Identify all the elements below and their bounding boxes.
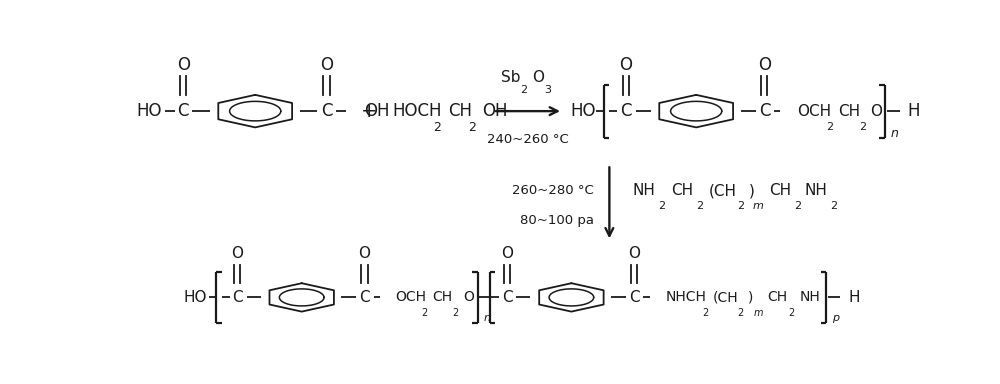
Text: n: n — [891, 127, 899, 140]
Text: C: C — [177, 102, 189, 120]
Text: 2: 2 — [421, 308, 427, 318]
Text: CH: CH — [671, 184, 694, 199]
Text: +: + — [361, 102, 377, 121]
Text: HO: HO — [571, 102, 596, 120]
Text: NH: NH — [799, 290, 820, 305]
Text: (CH: (CH — [709, 184, 737, 199]
Text: O: O — [358, 246, 370, 261]
Text: 2: 2 — [826, 122, 833, 132]
Text: NHCH: NHCH — [665, 290, 706, 305]
Text: NH: NH — [633, 184, 656, 199]
Text: OH: OH — [364, 102, 389, 120]
Text: C: C — [359, 290, 370, 305]
Text: 2: 2 — [737, 308, 743, 318]
Text: O: O — [177, 56, 190, 74]
Text: n: n — [483, 313, 490, 323]
Text: HOCH: HOCH — [392, 102, 442, 120]
Text: OH: OH — [482, 102, 508, 120]
Text: 240~260 °C: 240~260 °C — [487, 133, 569, 146]
Text: 2: 2 — [521, 85, 528, 95]
Text: O: O — [320, 56, 333, 74]
Text: HO: HO — [183, 290, 207, 305]
Text: O: O — [619, 56, 632, 74]
Text: 2: 2 — [794, 201, 801, 211]
Text: OCH: OCH — [797, 104, 831, 119]
Text: C: C — [620, 102, 631, 120]
Text: CH: CH — [838, 104, 860, 119]
Text: 2: 2 — [433, 121, 441, 134]
Text: 2: 2 — [468, 121, 476, 134]
Text: CH: CH — [769, 184, 791, 199]
Text: Sb: Sb — [501, 70, 520, 84]
Text: 2: 2 — [738, 201, 745, 211]
Text: C: C — [629, 290, 639, 305]
Text: H: H — [908, 102, 920, 120]
Text: ): ) — [749, 184, 755, 199]
Text: 80~100 pa: 80~100 pa — [520, 214, 594, 227]
Text: O: O — [231, 246, 243, 261]
Text: CH: CH — [433, 290, 453, 305]
Text: HO: HO — [137, 102, 162, 120]
Text: 2: 2 — [831, 201, 838, 211]
Text: 260~280 °C: 260~280 °C — [512, 184, 594, 197]
Text: 2: 2 — [659, 201, 666, 211]
Text: 2: 2 — [452, 308, 458, 318]
Text: 3: 3 — [544, 85, 551, 95]
Text: O: O — [532, 70, 544, 84]
Text: (CH: (CH — [713, 290, 739, 305]
Text: 2: 2 — [696, 201, 704, 211]
Text: O: O — [628, 246, 640, 261]
Text: OCH: OCH — [395, 290, 426, 305]
Text: C: C — [321, 102, 332, 120]
Text: 2: 2 — [788, 308, 795, 318]
Text: NH: NH — [805, 184, 828, 199]
Text: O: O — [758, 56, 771, 74]
Text: m: m — [753, 308, 763, 318]
Text: C: C — [502, 290, 512, 305]
Text: O: O — [501, 246, 513, 261]
Text: O: O — [870, 104, 882, 119]
Text: CH: CH — [767, 290, 788, 305]
Text: p: p — [832, 313, 839, 323]
Text: 2: 2 — [859, 122, 866, 132]
Text: CH: CH — [448, 102, 472, 120]
Text: O: O — [464, 290, 475, 305]
Text: C: C — [759, 102, 770, 120]
Text: C: C — [232, 290, 243, 305]
Text: m: m — [753, 201, 764, 211]
Text: 2: 2 — [702, 308, 709, 318]
Text: ): ) — [748, 290, 753, 305]
Text: H: H — [848, 290, 860, 305]
